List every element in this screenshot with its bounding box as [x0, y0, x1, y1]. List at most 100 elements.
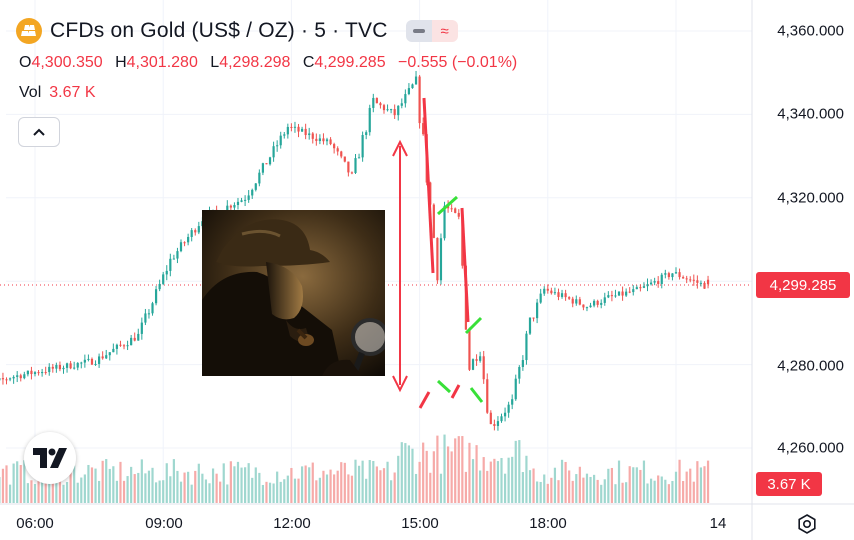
volume-bar [290, 467, 293, 503]
candle-body [333, 144, 336, 149]
volume-bar [251, 477, 254, 503]
volume-bar [400, 442, 403, 503]
candle-body [247, 195, 250, 200]
volume-bar [404, 443, 407, 503]
volume-bar [379, 470, 382, 503]
candle-body [311, 133, 314, 139]
volume-bar [536, 481, 539, 503]
candle-body [165, 270, 168, 275]
candle-body [172, 258, 175, 260]
volume-bar [528, 470, 532, 503]
candle-body [674, 272, 678, 274]
candle-body [293, 126, 297, 128]
candle-body [240, 200, 243, 202]
volume-bar [204, 479, 208, 503]
candle-body [436, 237, 439, 281]
volume-bar [503, 473, 507, 503]
candle-body [112, 348, 115, 353]
candle-body [30, 370, 33, 375]
candle-body [692, 279, 695, 281]
candle-body [23, 374, 26, 379]
volume-bar [194, 470, 197, 503]
candle-body [140, 322, 143, 334]
candle-body [340, 151, 343, 157]
volume-bar [315, 480, 318, 503]
symbol-title[interactable]: CFDs on Gold (US$ / OZ) · 5 · TVC [50, 19, 388, 42]
candle-body [400, 103, 403, 106]
candle-body [390, 109, 393, 111]
candle-body [696, 280, 699, 283]
gold-bars-icon [16, 18, 42, 44]
volume-bar [625, 482, 628, 503]
volume-bar [439, 473, 443, 503]
candle-body [147, 313, 151, 315]
volume-bar [244, 467, 247, 503]
candle-body [276, 145, 279, 147]
high-value: 4,301.280 [126, 54, 198, 71]
time-axis-label: 14 [709, 515, 727, 532]
volume-bar [632, 467, 635, 503]
candle-body [397, 105, 400, 116]
candle-body [55, 364, 58, 369]
volume-bar [446, 446, 450, 503]
candle-body [521, 360, 524, 368]
market-status-pill[interactable] [405, 20, 432, 42]
candle-body [69, 363, 72, 369]
volume-bar [582, 477, 585, 503]
volume-bar [682, 481, 685, 503]
candle-body [137, 333, 140, 341]
candle-body [628, 291, 631, 293]
volume-bar [372, 460, 375, 503]
candle-body [582, 304, 585, 308]
candle-body [244, 199, 247, 201]
volume-bar [357, 465, 361, 503]
volume-bar [671, 480, 674, 503]
volume-bar [12, 463, 15, 503]
candle-body [543, 288, 546, 294]
volume-bar [208, 483, 211, 503]
settings-gear-icon[interactable] [796, 513, 818, 535]
time-axis-label: 18:00 [529, 515, 567, 532]
volume-bar [578, 466, 581, 503]
volume-legend: Vol 3.67 K [19, 84, 96, 101]
volume-bar [390, 480, 393, 503]
volume-bar [610, 467, 613, 503]
volume-bar [83, 474, 86, 503]
volume-bar [664, 479, 667, 503]
volume-bar [639, 469, 642, 503]
open-value: 4,300.350 [31, 54, 103, 71]
collapse-legend-button[interactable] [18, 117, 60, 147]
volume-bar [479, 470, 482, 503]
candle-body [418, 76, 421, 124]
candle-body [226, 205, 229, 212]
candle-body [26, 370, 29, 375]
delayed-data-icon[interactable]: ≈ [431, 20, 458, 42]
candle-body [532, 317, 535, 319]
volume-bar [130, 466, 133, 503]
volume-bar [468, 442, 471, 503]
volume-bar [350, 475, 354, 503]
candle-body [176, 251, 179, 259]
close-value: 4,299.285 [314, 54, 386, 71]
candle-body [482, 356, 485, 380]
candle-body [706, 279, 710, 285]
candle-body [290, 126, 293, 128]
measure-arrow-top-head [392, 139, 408, 157]
volume-bar [432, 451, 435, 503]
candle-body [379, 103, 382, 106]
tradingview-logo-icon[interactable] [24, 432, 76, 484]
volume-bar [58, 464, 62, 503]
candle-body [568, 297, 571, 299]
candle-body [372, 97, 375, 108]
candle-body [703, 282, 706, 289]
volume-bar [325, 474, 329, 503]
candle-body [12, 376, 15, 379]
volume-bar [219, 481, 222, 503]
volume-bar [201, 473, 204, 503]
volume-bar [649, 478, 653, 503]
volume-bar [429, 472, 432, 503]
volume-bar [197, 463, 200, 503]
volume-bar [696, 461, 699, 503]
candle-body [589, 305, 592, 308]
